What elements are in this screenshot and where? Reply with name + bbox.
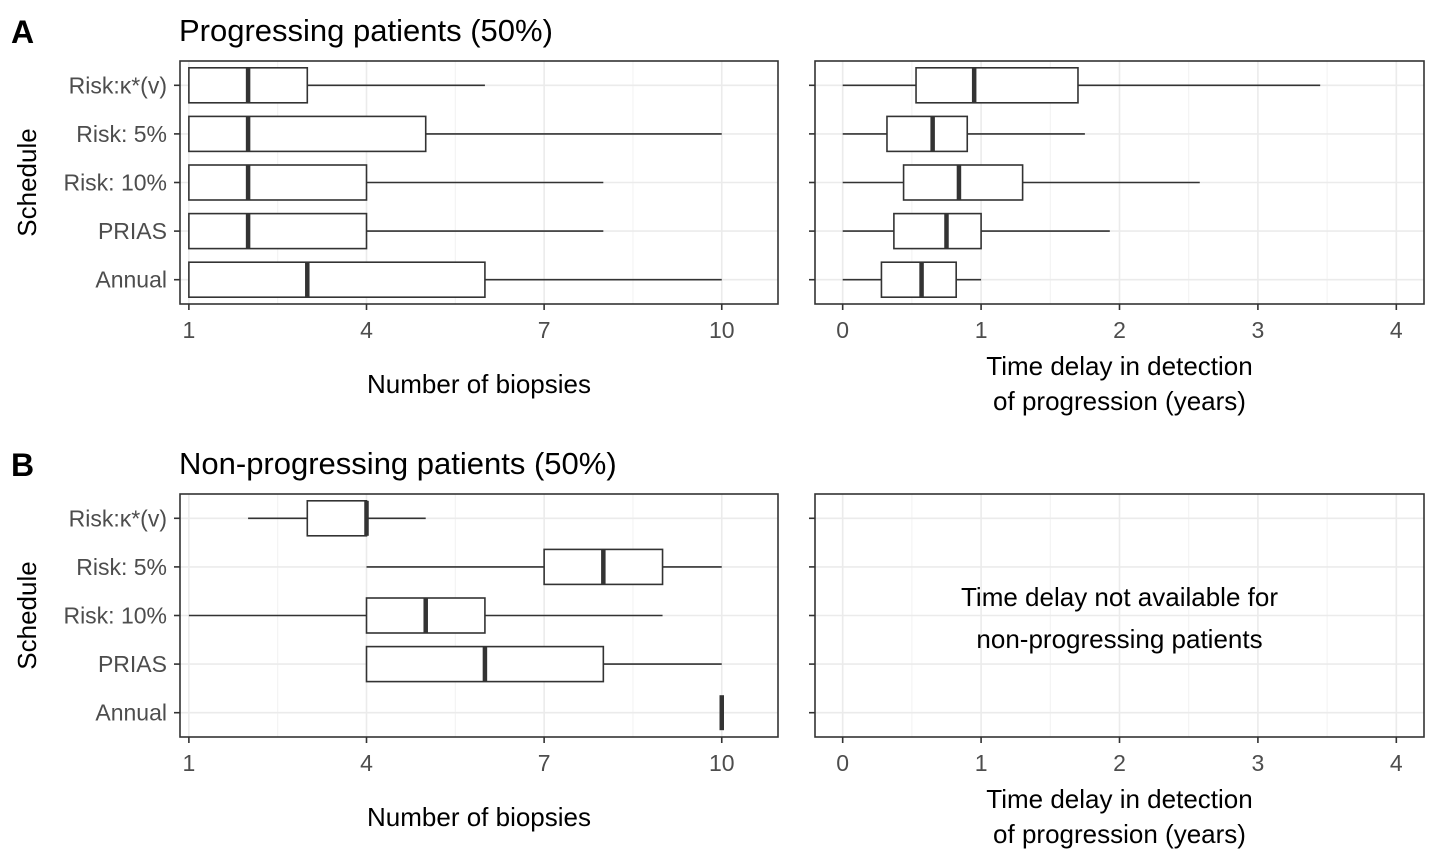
box-rect [188, 164, 368, 201]
y-tick-label: Annual [95, 700, 167, 726]
y-tick-label: Risk:κ*(v) [69, 72, 167, 98]
box-1 [842, 115, 1085, 153]
panel-B-biopsies: 1 4 7 10 Risk:κ*(v) Risk: 5% Risk: 10% PRIAS Ann… [11, 446, 779, 832]
panel-A-biopsies: 1 4 7 10 Risk:κ*(v) Risk: 5% Risk: 10% PRIAS Ann… [11, 13, 779, 399]
box-rect [902, 164, 1024, 201]
box-rect [915, 67, 1079, 104]
box-0 [188, 67, 485, 104]
x-tick-label: 1 [182, 750, 195, 776]
box-rect [880, 261, 957, 298]
box-0 [842, 67, 1321, 104]
box-3 [365, 645, 722, 683]
annotation-text: Time delay not available for [961, 582, 1278, 612]
box-rect [306, 500, 368, 537]
x-axis-label: of progression (years) [993, 819, 1246, 849]
box-3 [188, 212, 604, 250]
box-2 [188, 164, 604, 201]
x-axis-label: Time delay in detection [986, 784, 1252, 814]
x-tick-label: 1 [975, 750, 988, 776]
x-axis-label: Number of biopsies [367, 802, 591, 832]
x-axis-label: of progression (years) [993, 386, 1246, 416]
box-1 [188, 115, 722, 153]
y-axis-label: Schedule [12, 561, 42, 669]
x-tick-label: 3 [1252, 317, 1265, 343]
box-rect [893, 212, 982, 250]
x-tick-label: 0 [836, 750, 849, 776]
x-tick-label: 10 [709, 750, 735, 776]
y-axis-label: Schedule [12, 128, 42, 236]
box-rect [886, 115, 969, 153]
box-rect [188, 261, 486, 298]
y-tick-label: Risk: 5% [76, 121, 167, 147]
x-tick-label: 4 [360, 750, 373, 776]
box-2 [842, 164, 1200, 201]
y-tick-label: Risk: 5% [76, 554, 167, 580]
x-tick-label: 0 [836, 317, 849, 343]
x-tick-label: 2 [1113, 750, 1126, 776]
x-tick-label: 4 [360, 317, 373, 343]
panel-A-delay: 0 1 2 3 4 Time delay in detection of progressi… [809, 60, 1425, 416]
x-tick-label: 7 [538, 750, 551, 776]
y-tick-label: Risk: 10% [63, 603, 167, 629]
y-tick-label: PRIAS [98, 218, 167, 244]
box-1 [366, 548, 722, 586]
panel-tag: B [11, 447, 34, 483]
y-tick-label: Risk: 10% [63, 170, 167, 196]
box-4 [188, 261, 722, 298]
x-tick-label: 10 [709, 317, 735, 343]
panel-title: Progressing patients (50%) [179, 13, 553, 48]
x-axis-label: Number of biopsies [367, 369, 591, 399]
box-4 [842, 261, 982, 298]
x-tick-label: 1 [975, 317, 988, 343]
box-3 [842, 212, 1110, 250]
x-tick-label: 7 [538, 317, 551, 343]
x-axis-label: Time delay in detection [986, 351, 1252, 381]
panel-title: Non-progressing patients (50%) [179, 446, 617, 481]
x-tick-label: 3 [1252, 750, 1265, 776]
panel-tag: A [11, 14, 34, 50]
y-tick-label: PRIAS [98, 651, 167, 677]
box-rect [188, 212, 368, 250]
x-tick-label: 4 [1390, 750, 1403, 776]
x-tick-label: 1 [182, 317, 195, 343]
y-tick-label: Annual [95, 267, 167, 293]
box-2 [188, 597, 663, 634]
x-tick-label: 2 [1113, 317, 1126, 343]
panel-B-delay: 0 1 2 3 4 Time delay in detection of progressi… [809, 493, 1425, 849]
annotation-text: non-progressing patients [976, 624, 1262, 654]
x-tick-label: 4 [1390, 317, 1403, 343]
y-tick-label: Risk:κ*(v) [69, 505, 167, 531]
box-rect [188, 115, 427, 153]
box-0 [248, 500, 426, 537]
